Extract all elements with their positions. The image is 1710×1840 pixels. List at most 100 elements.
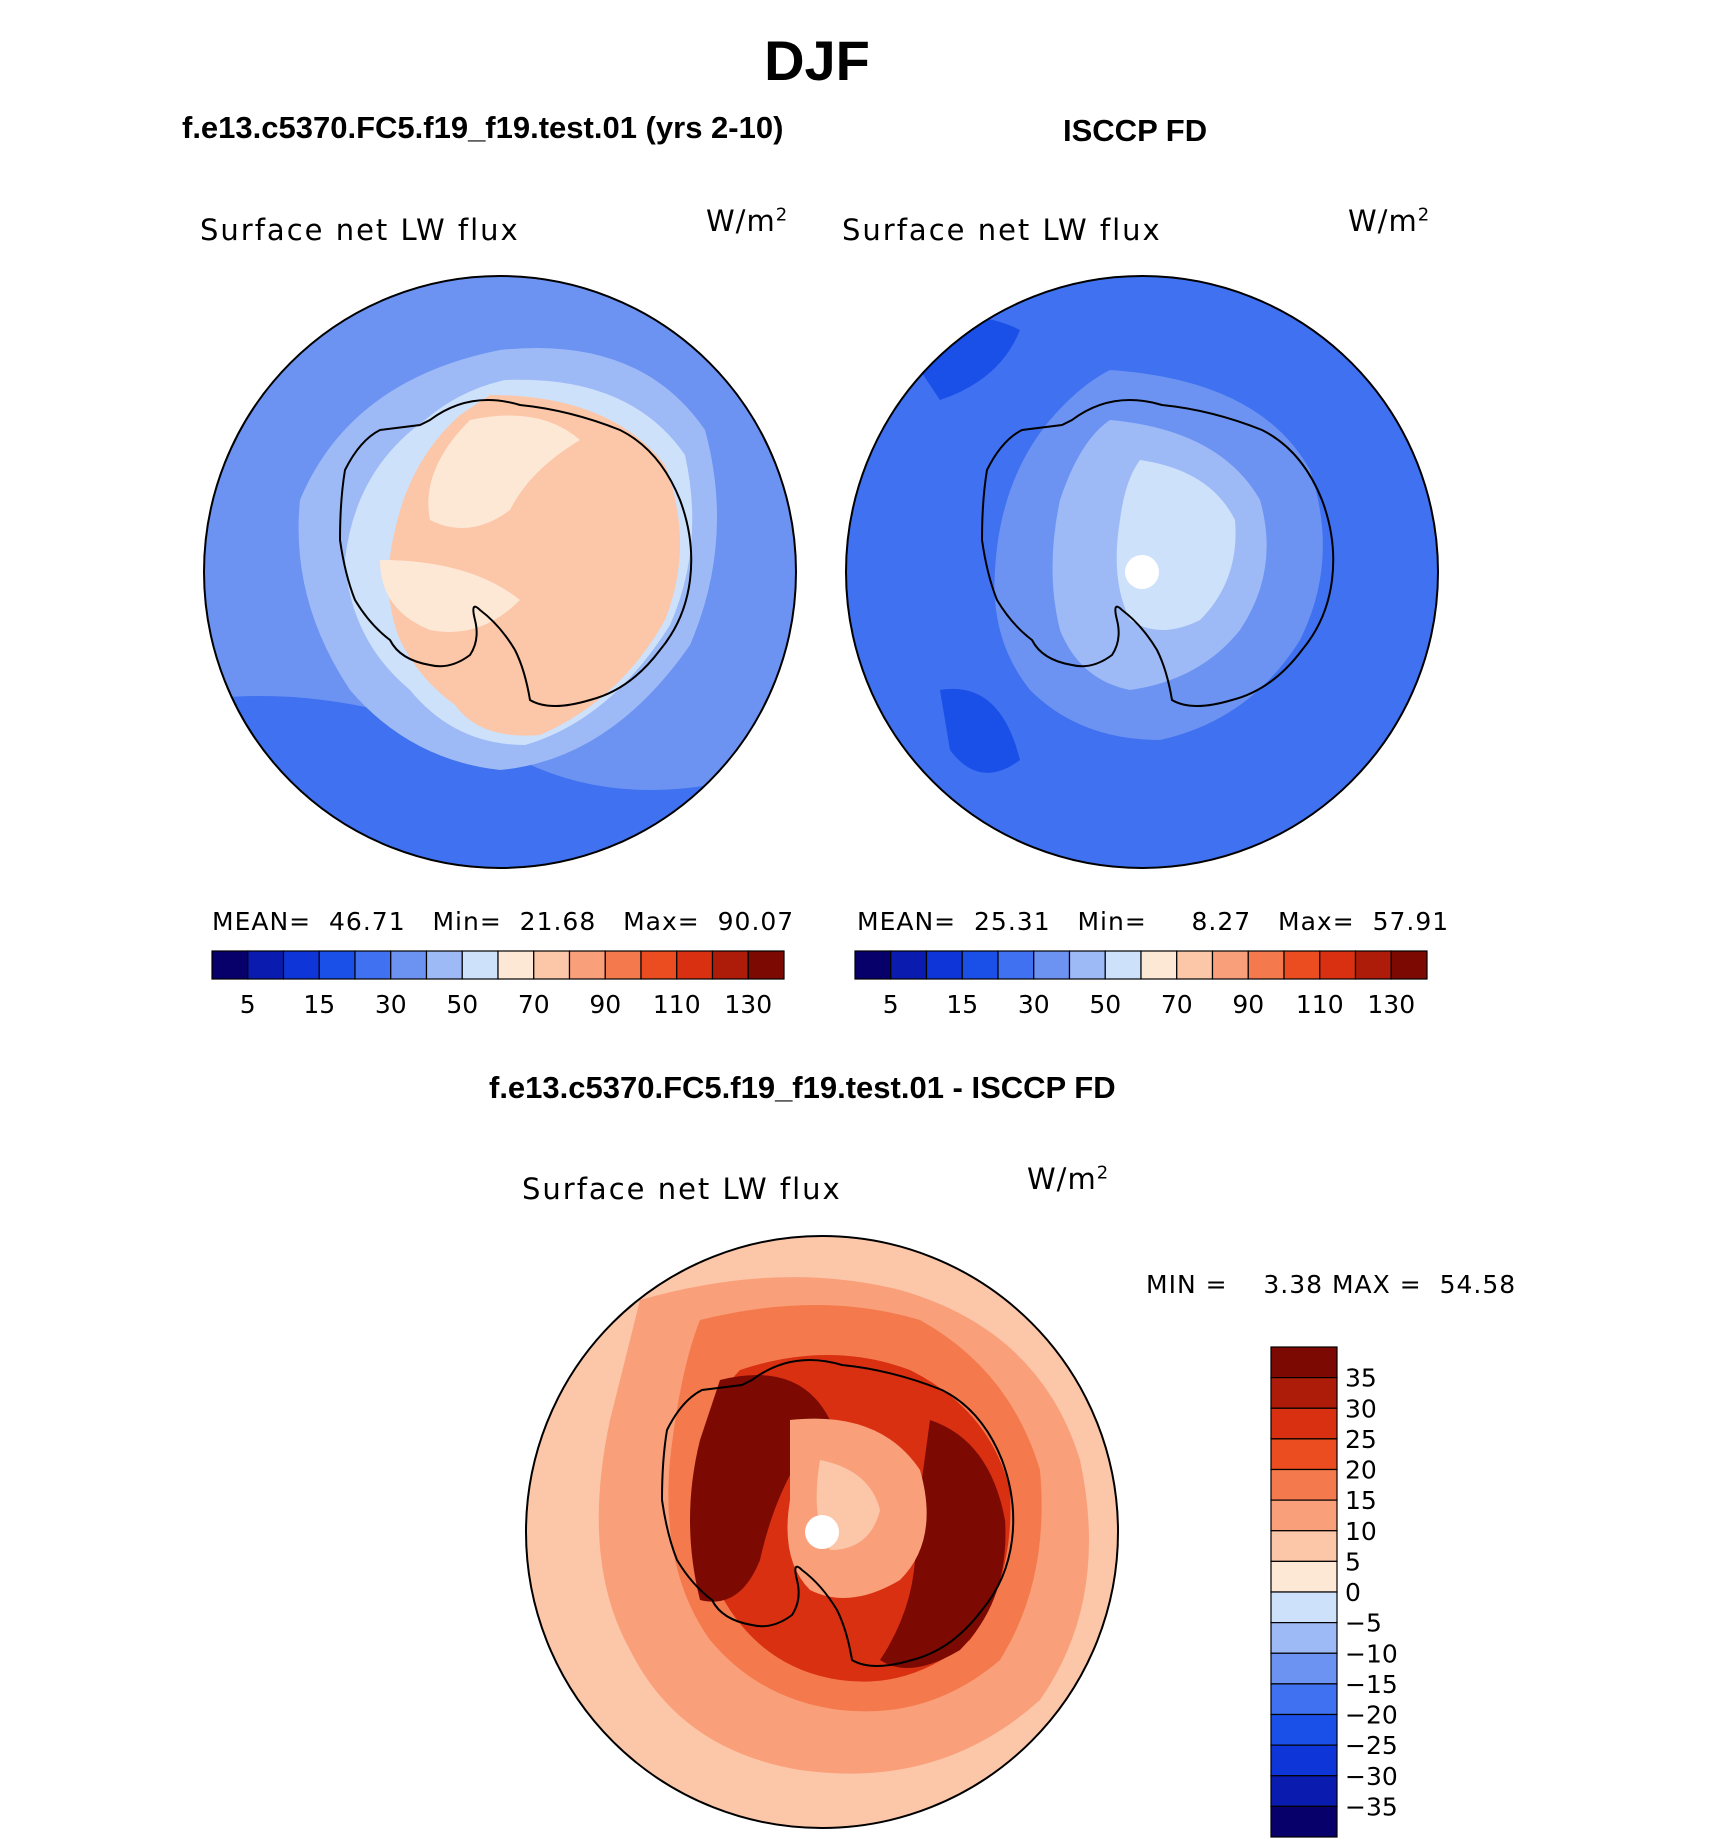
left-colorbar-swatch bbox=[247, 950, 285, 980]
diff-colorbar-swatch bbox=[1270, 1683, 1338, 1716]
right-colorbar-swatch bbox=[1319, 950, 1357, 980]
left-colorbar-swatch bbox=[497, 950, 535, 980]
diff-map-pole-mask bbox=[805, 1515, 839, 1549]
right-colorbar-swatch bbox=[1140, 950, 1178, 980]
left-colorbar-swatch bbox=[568, 950, 606, 980]
diff-colorbar-swatch bbox=[1270, 1591, 1338, 1624]
diff-colorbar-swatch bbox=[1270, 1530, 1338, 1562]
left-colorbar-tick-label: 110 bbox=[653, 990, 701, 1019]
diff-colorbar-tick-label: 5 bbox=[1345, 1547, 1361, 1576]
diff-map-border bbox=[525, 1235, 1119, 1829]
left-panel-label: Surface net LW flux bbox=[200, 213, 520, 247]
diff-colorbar-tick-label: −35 bbox=[1345, 1792, 1398, 1821]
left-colorbar-tick-label: 70 bbox=[518, 990, 550, 1019]
diff-panel-subtitle: f.e13.c5370.FC5.f19_f19.test.01 - ISCCP … bbox=[489, 1070, 1116, 1105]
right-colorbar-tick-label: 15 bbox=[946, 990, 978, 1019]
right-colorbar-tick-label: 30 bbox=[1018, 990, 1050, 1019]
diff-colorbar-swatch bbox=[1270, 1652, 1338, 1685]
diff-colorbar-tick-label: 15 bbox=[1345, 1486, 1377, 1515]
diff-colorbar-swatch bbox=[1270, 1346, 1338, 1379]
diff-colorbar-swatch bbox=[1270, 1499, 1338, 1532]
left-colorbar-swatch bbox=[604, 950, 642, 980]
right-colorbar-tick-label: 50 bbox=[1089, 990, 1121, 1019]
diff-colorbar-tick-label: −15 bbox=[1345, 1670, 1398, 1699]
right-colorbar-swatch bbox=[1211, 950, 1249, 980]
right-colorbar-swatch bbox=[1354, 950, 1392, 980]
right-colorbar-swatch bbox=[1104, 950, 1142, 980]
diff-colorbar-tick-label: 0 bbox=[1345, 1578, 1361, 1607]
diff-map-coastline bbox=[660, 1359, 1015, 1667]
right-panel-subtitle: ISCCP FD bbox=[1063, 113, 1208, 148]
right-panel-label: Surface net LW flux bbox=[842, 213, 1162, 247]
right-map-coastline bbox=[980, 399, 1335, 707]
diff-colorbar-tick-label: −20 bbox=[1345, 1701, 1398, 1730]
right-colorbar-tick-label: 130 bbox=[1367, 990, 1415, 1019]
left-colorbar-tick-label: 15 bbox=[303, 990, 335, 1019]
left-map bbox=[204, 276, 796, 868]
left-colorbar-swatch bbox=[461, 950, 499, 980]
right-colorbar-swatch bbox=[1390, 950, 1428, 980]
left-colorbar-tick-label: 130 bbox=[724, 990, 772, 1019]
diff-colorbar-tick-label: 25 bbox=[1345, 1425, 1377, 1454]
right-colorbar-swatch bbox=[1033, 950, 1071, 980]
left-colorbar-tick-label: 5 bbox=[240, 990, 256, 1019]
right-colorbar-swatch bbox=[890, 950, 928, 980]
right-colorbar: 5 15 30 50 70 90 110 130 bbox=[854, 950, 1428, 1019]
left-map-coastline bbox=[338, 399, 693, 707]
diff-panel-stats: MIN = 3.38 MAX = 54.58 bbox=[1146, 1270, 1517, 1299]
right-colorbar-swatch bbox=[854, 950, 892, 980]
right-colorbar-tick-label: 90 bbox=[1232, 990, 1264, 1019]
diff-colorbar-swatch bbox=[1270, 1438, 1338, 1471]
right-map-border bbox=[845, 275, 1439, 869]
diff-colorbar-tick-label: −10 bbox=[1345, 1639, 1398, 1668]
left-colorbar-swatch bbox=[533, 950, 571, 980]
right-colorbar-tick-label: 5 bbox=[883, 990, 899, 1019]
right-colorbar-swatch bbox=[1247, 950, 1285, 980]
left-colorbar-swatch bbox=[747, 950, 785, 980]
right-colorbar-swatch bbox=[1176, 950, 1214, 980]
diff-colorbar-swatch bbox=[1270, 1713, 1338, 1746]
diff-colorbar-tick-label: 35 bbox=[1345, 1364, 1377, 1393]
left-panel-subtitle: f.e13.c5370.FC5.f19_f19.test.01 (yrs 2-1… bbox=[182, 110, 784, 145]
left-colorbar: 5 15 30 50 70 90 110 130 bbox=[211, 950, 785, 1019]
diff-colorbar-swatch bbox=[1270, 1407, 1338, 1440]
diff-colorbar-tick-label: −30 bbox=[1345, 1762, 1398, 1791]
right-colorbar-swatch bbox=[925, 950, 963, 980]
diff-colorbar-swatch bbox=[1270, 1805, 1338, 1838]
figure-title: DJF bbox=[764, 29, 870, 92]
diff-colorbar-tick-label: 10 bbox=[1345, 1517, 1377, 1546]
right-colorbar-tick-label: 70 bbox=[1161, 990, 1193, 1019]
left-colorbar-swatch bbox=[676, 950, 714, 980]
left-colorbar-tick-label: 30 bbox=[375, 990, 407, 1019]
diff-colorbar-swatch bbox=[1270, 1744, 1338, 1777]
left-colorbar-swatch bbox=[282, 950, 320, 980]
right-panel-unit: W/m2 bbox=[1348, 204, 1431, 238]
right-colorbar-swatch bbox=[997, 950, 1035, 980]
right-colorbar-tick-label: 110 bbox=[1296, 990, 1344, 1019]
right-colorbar-swatch bbox=[1068, 950, 1106, 980]
diff-colorbar-swatch bbox=[1270, 1560, 1338, 1593]
right-colorbar-swatch bbox=[961, 950, 999, 980]
left-colorbar-swatch bbox=[711, 950, 749, 980]
left-colorbar-swatch bbox=[211, 950, 249, 980]
left-colorbar-swatch bbox=[425, 950, 463, 980]
left-colorbar-swatch bbox=[354, 950, 392, 980]
left-colorbar-swatch bbox=[640, 950, 678, 980]
left-map-border bbox=[203, 275, 797, 869]
diff-colorbar-swatch bbox=[1270, 1468, 1338, 1501]
left-colorbar-tick-label: 50 bbox=[446, 990, 478, 1019]
left-colorbar-tick-label: 90 bbox=[589, 990, 621, 1019]
right-colorbar-swatch bbox=[1283, 950, 1321, 980]
left-panel-stats: MEAN= 46.71 Min= 21.68 Max= 90.07 bbox=[212, 907, 795, 936]
left-panel-unit: W/m2 bbox=[706, 204, 789, 238]
diff-panel-label: Surface net LW flux bbox=[522, 1172, 842, 1206]
diff-colorbar-swatch bbox=[1270, 1775, 1338, 1807]
diff-colorbar-tick-label: 20 bbox=[1345, 1456, 1377, 1485]
left-colorbar-swatch bbox=[318, 950, 356, 980]
left-colorbar-swatch bbox=[390, 950, 428, 980]
right-map-pole-mask bbox=[1125, 555, 1159, 589]
diff-panel-unit: W/m2 bbox=[1027, 1162, 1110, 1196]
diff-colorbar-swatch bbox=[1270, 1622, 1338, 1654]
diff-colorbar-tick-label: −5 bbox=[1345, 1609, 1382, 1638]
